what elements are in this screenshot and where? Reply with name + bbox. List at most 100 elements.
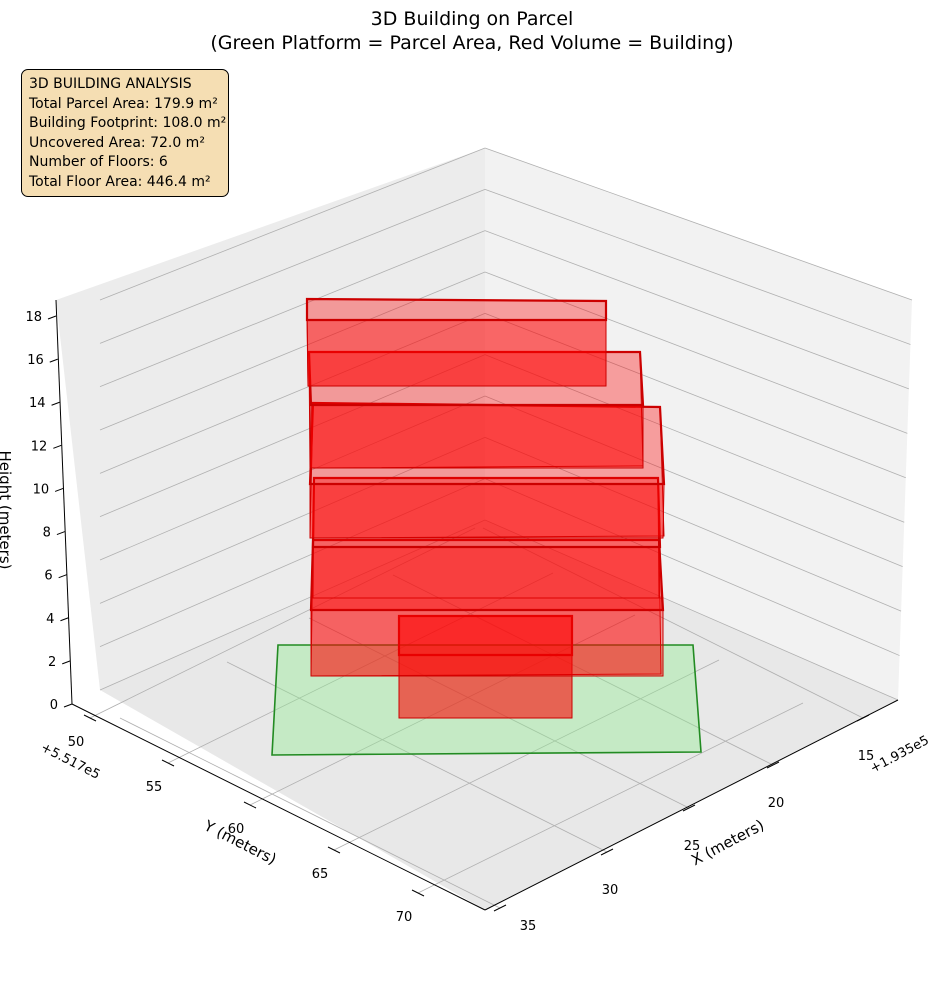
grid-line-z-right (484, 147, 913, 301)
grid-line-z-right (484, 354, 905, 523)
grid-line-x-floor (482, 527, 864, 719)
x-tick-label: 20 (768, 796, 785, 811)
building-floor (305, 297, 608, 387)
z-tick-mark (58, 574, 67, 579)
y-tick-mark (83, 714, 97, 722)
z-tick-mark (62, 660, 71, 665)
tick-marks: 0 2 4 6 8 10 12 14 16 18 50 55 60 65 70 15 20 25 30 35 (25, 310, 874, 934)
grid-line-z-left (99, 230, 486, 388)
x-axis-offset: +1.935e5 (868, 733, 932, 776)
y-axis-line (71, 703, 486, 911)
z-tick-mark (53, 444, 62, 449)
grid-line-y-floor (89, 527, 476, 719)
z-tick-mark (63, 703, 73, 708)
grid-line-z-left (99, 147, 486, 301)
grid-line-z-right (484, 478, 900, 656)
x-tick-mark (682, 804, 696, 812)
plot-marks (271, 297, 702, 756)
grid-line-x-floor (392, 574, 774, 766)
grid-line-x-floor (119, 717, 501, 909)
x-tick-label: 30 (602, 883, 619, 898)
y-tick-mark (243, 801, 257, 809)
z-tick-mark (54, 487, 64, 492)
info-number-of-floors: Number of Floors: 6 (29, 154, 168, 171)
z-tick-mark (60, 617, 69, 622)
grid-line-z-right (484, 395, 903, 568)
grid-line-x-floor (226, 661, 608, 853)
pane-left (56, 148, 485, 690)
building-floor (309, 538, 665, 677)
floor-top-outline (311, 476, 662, 549)
floor-front-face (309, 404, 644, 469)
floor-front-face (306, 319, 607, 387)
x-tick-mark (600, 848, 614, 856)
grid-line-z-left (99, 436, 486, 604)
grid-line-z-left (99, 478, 486, 648)
z-tick-mark (51, 401, 60, 406)
floor-top-outline (305, 297, 608, 322)
x-tick-mark (766, 761, 780, 769)
grid-line-y-floor (417, 702, 804, 894)
z-tick-label: 12 (31, 439, 48, 454)
y-tick-mark (327, 846, 341, 854)
x-tick-label: 15 (858, 749, 875, 764)
grid-line-z-left (99, 188, 486, 344)
grid-line-z-left (99, 519, 486, 691)
grid-line-y-floor (167, 572, 554, 764)
y-tick-label: 70 (396, 910, 413, 925)
x-tick-mark (493, 904, 507, 912)
grid-line-y-floor (249, 614, 636, 806)
info-uncovered-area: Uncovered Area: 72.0 m² (29, 134, 205, 151)
floor-front-face (309, 483, 665, 539)
parcel-platform (271, 644, 702, 756)
floor-top-outline (307, 350, 645, 407)
z-tick-label: 8 (43, 526, 51, 541)
grid-line-z-left (99, 395, 486, 561)
z-tick-label: 0 (50, 698, 58, 713)
floor-top-outline (397, 614, 574, 657)
x-tick-label: 35 (520, 919, 537, 934)
z-tick-mark (49, 358, 58, 363)
info-total-parcel-area: Total Parcel Area: 179.9 m² (29, 95, 218, 112)
z-tick-label: 4 (46, 612, 54, 627)
y-tick-label: 55 (146, 780, 163, 795)
grid-line-z-right (484, 519, 899, 701)
z-tick-label: 16 (27, 353, 44, 368)
grid-line-z-left (99, 271, 486, 431)
x-axis-line (484, 699, 899, 911)
axes (55, 299, 899, 911)
z-tick-mark (47, 315, 57, 320)
y-tick-mark (411, 889, 425, 897)
grid-line-z-right (484, 188, 911, 345)
z-tick-label: 6 (44, 569, 52, 584)
grid-line-z-left (99, 354, 486, 518)
grid-line-z-right (484, 271, 908, 434)
floor-front-face (310, 546, 663, 611)
info-box: 3D BUILDING ANALYSIS Total Parcel Area: … (21, 69, 229, 197)
chart-title-line-1: 3D Building on Parcel (371, 8, 574, 30)
y-tick-label: 65 (312, 867, 329, 882)
z-tick-label: 14 (29, 396, 46, 411)
info-building-footprint: Building Footprint: 108.0 m² (29, 115, 227, 132)
x-tick-mark (856, 714, 870, 722)
y-tick-label: 60 (228, 822, 245, 837)
z-tick-label: 2 (48, 655, 56, 670)
building-floor (308, 401, 666, 539)
pane-floor (100, 520, 898, 910)
grid-line-z-right (484, 230, 910, 390)
grid-line-z-left (99, 312, 486, 474)
x-tick-label: 25 (684, 839, 701, 854)
info-total-floor-area: Total Floor Area: 446.4 m² (29, 173, 211, 190)
z-tick-mark (56, 531, 66, 536)
building-floor (307, 350, 645, 469)
chart-title-line-2: (Green Platform = Parcel Area, Red Volum… (210, 32, 733, 54)
y-tick-label: 50 (68, 735, 85, 750)
pane-right (485, 148, 912, 700)
y-tick-mark (161, 759, 175, 767)
grid-line-y-floor (333, 659, 720, 851)
grid-line-z-right (484, 312, 906, 479)
building-floor (397, 614, 574, 719)
grid-line-x-floor (308, 617, 690, 809)
info-title: 3D BUILDING ANALYSIS (29, 76, 192, 92)
